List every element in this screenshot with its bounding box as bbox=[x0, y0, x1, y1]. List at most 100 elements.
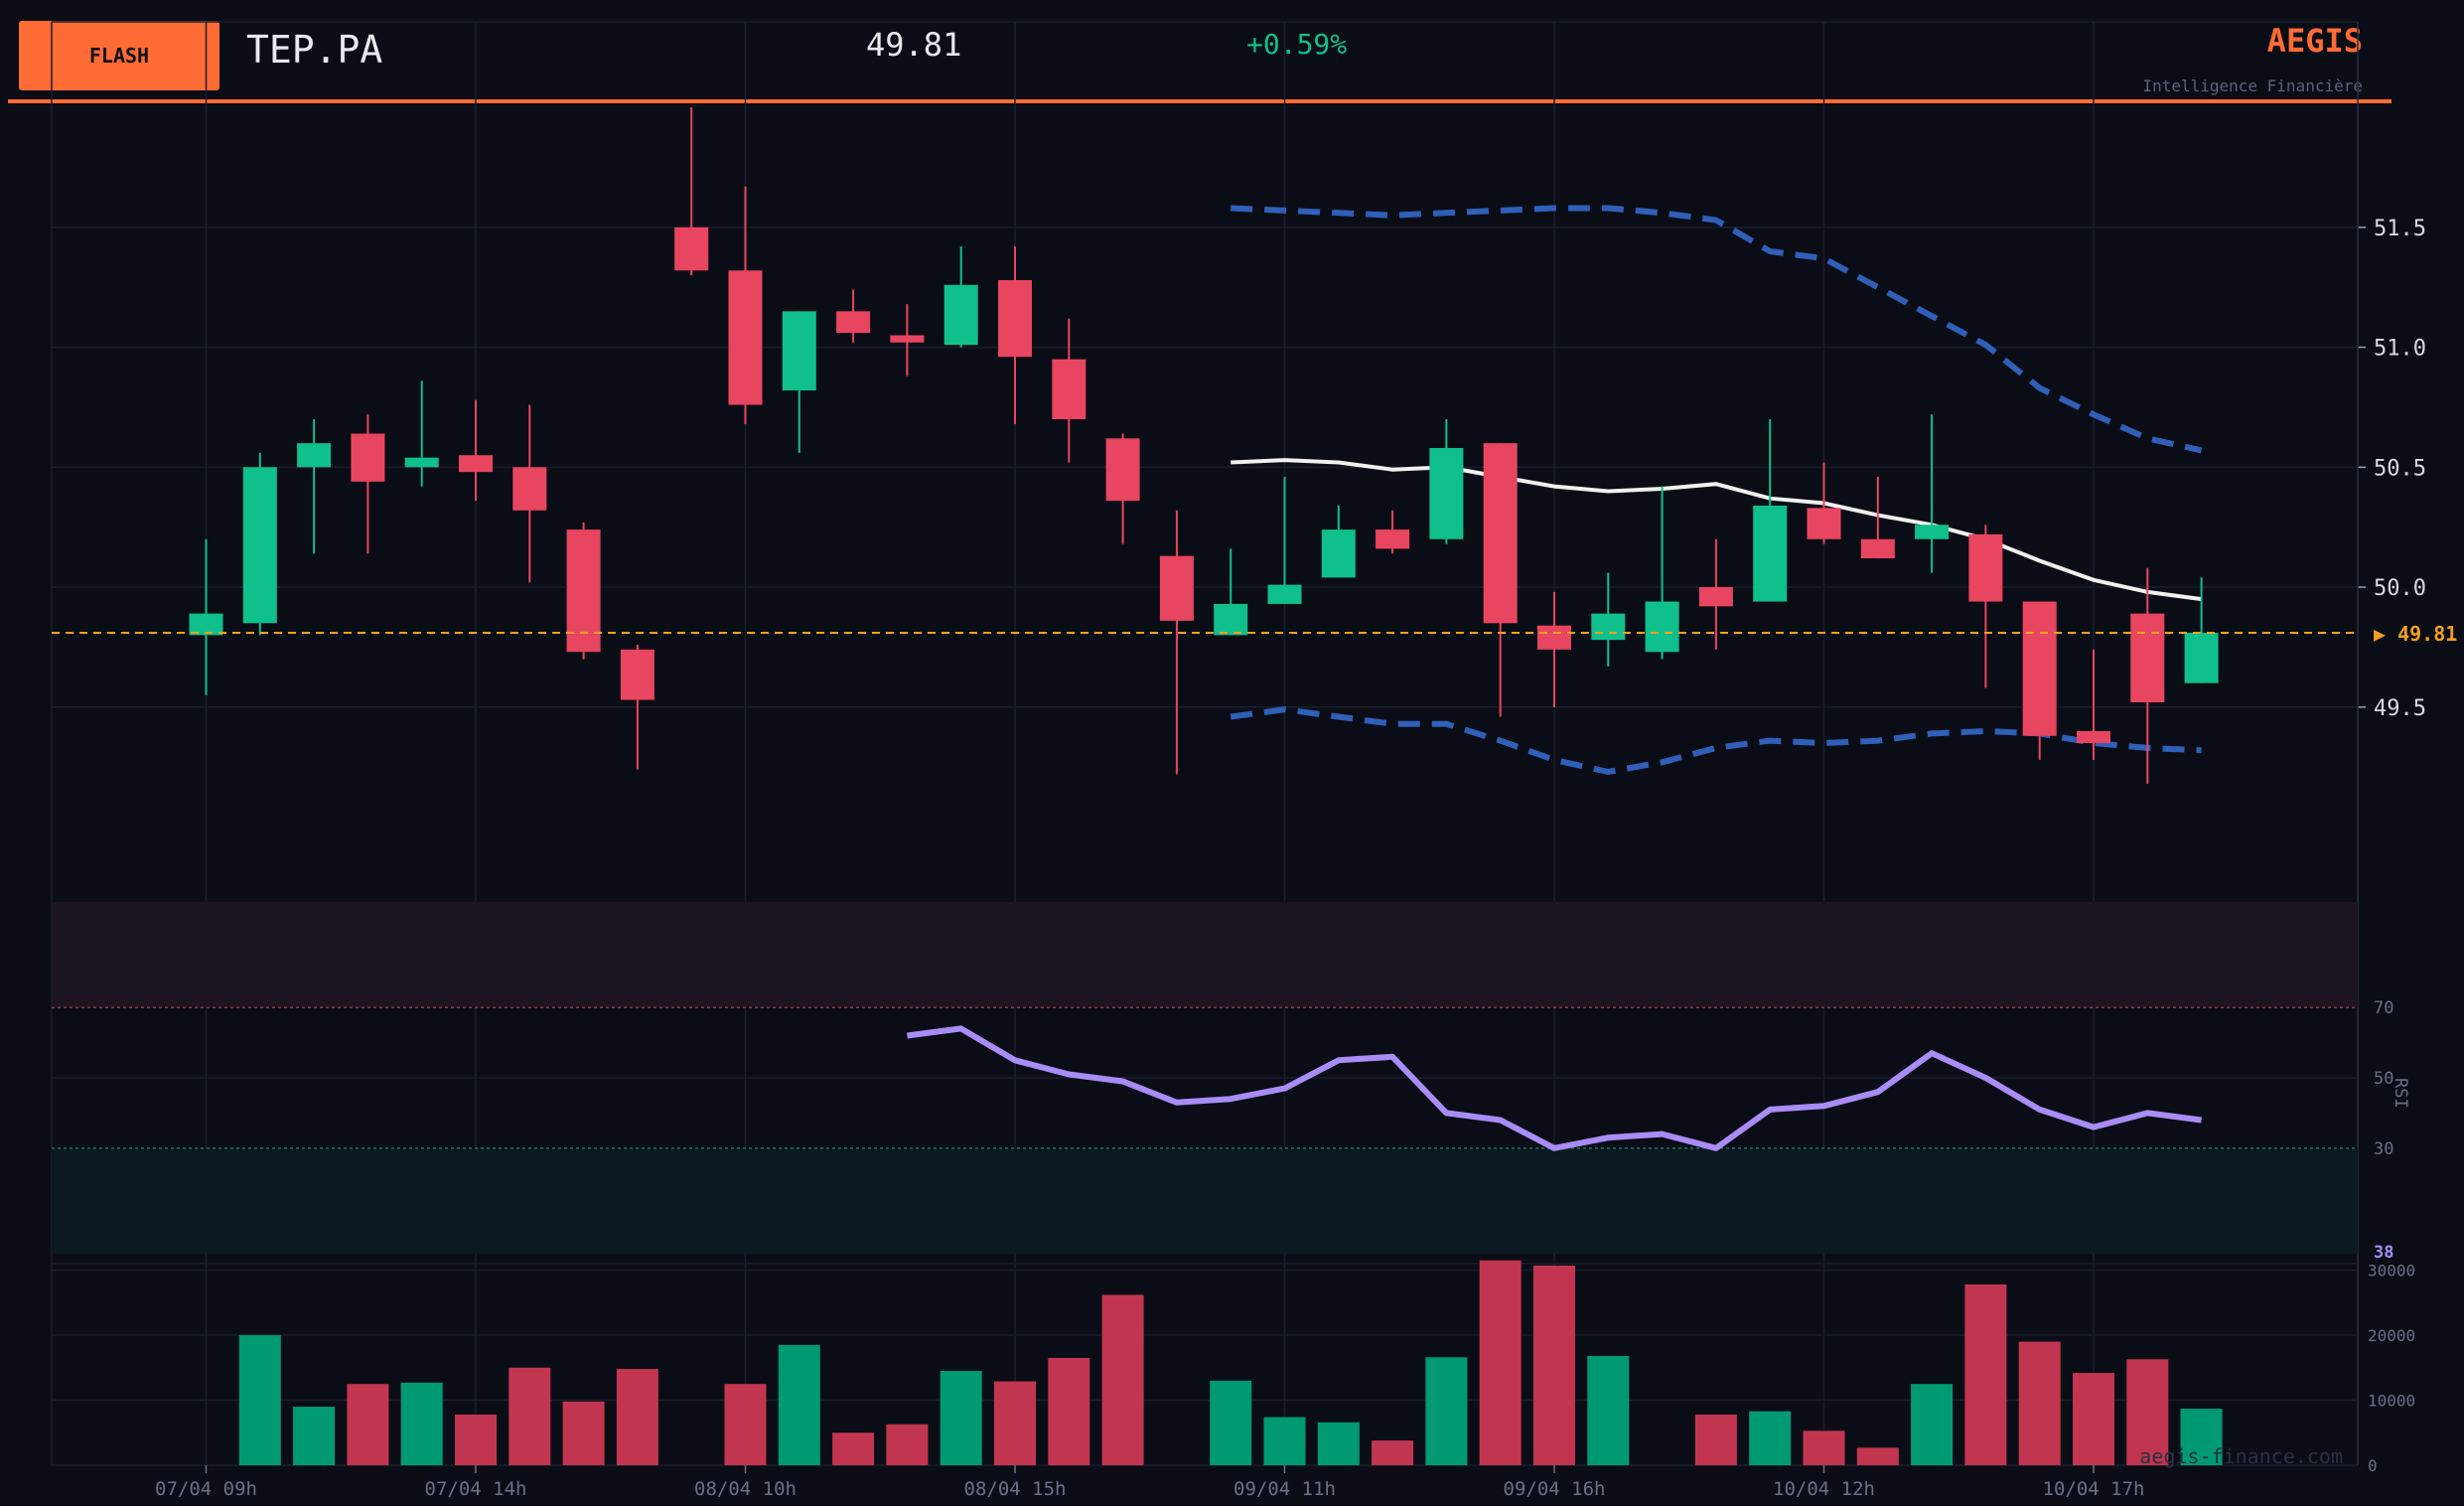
brand-logo: AEGIS bbox=[2266, 22, 2363, 60]
volume-bar-down bbox=[1479, 1260, 1522, 1465]
candle-body-down bbox=[512, 467, 547, 511]
volume-bar-down bbox=[886, 1424, 929, 1465]
candle-body-up bbox=[943, 284, 978, 346]
rsi-overbought-zone bbox=[52, 902, 2358, 1008]
candle-body-down bbox=[1159, 555, 1194, 621]
last-price-label: ▶ 49.81 bbox=[2374, 622, 2457, 646]
price-tick-label: 51.0 bbox=[2374, 337, 2426, 362]
candle-body-down bbox=[1698, 587, 1733, 607]
volume-bar-down bbox=[347, 1384, 389, 1465]
volume-bar-down bbox=[562, 1401, 605, 1465]
volume-bar-down bbox=[1803, 1431, 1845, 1465]
candle-body-down bbox=[2077, 730, 2110, 744]
rsi-last-value: 38 bbox=[2374, 1243, 2393, 1263]
volume-bar-up bbox=[1911, 1384, 1954, 1465]
rsi-tick-label: 70 bbox=[2374, 998, 2393, 1018]
candle-body-up bbox=[242, 467, 277, 624]
watermark: aegis-finance.com bbox=[2139, 1444, 2343, 1468]
candle-body-down bbox=[1968, 533, 2003, 602]
rsi-tick-label: 50 bbox=[2374, 1069, 2393, 1089]
price-tick-label: 49.5 bbox=[2374, 696, 2426, 721]
volume-bar-down bbox=[508, 1367, 551, 1465]
volume-bar-up bbox=[1263, 1417, 1306, 1465]
x-tick-label: 08/04 10h bbox=[694, 1478, 797, 1500]
rsi-line bbox=[907, 1025, 2202, 1151]
volume-bar-up bbox=[293, 1407, 336, 1465]
volume-bar-up bbox=[1587, 1355, 1630, 1465]
brand-tagline: Intelligence Financière bbox=[2142, 76, 2363, 95]
candle-body-down bbox=[2022, 601, 2057, 736]
candle-body-down bbox=[728, 270, 763, 405]
candle-body-down bbox=[1537, 625, 1571, 650]
x-tick-label: 09/04 16h bbox=[1504, 1478, 1606, 1500]
bollinger-upper-line bbox=[1231, 205, 2203, 454]
volume-tick-label: 0 bbox=[2368, 1456, 2378, 1475]
volume-tick-label: 10000 bbox=[2368, 1392, 2415, 1411]
candle-body-down bbox=[1105, 438, 1140, 502]
candle-body-up bbox=[189, 613, 223, 636]
x-tick-label: 10/04 17h bbox=[2043, 1478, 2145, 1500]
x-tick-label: 07/04 14h bbox=[425, 1478, 527, 1500]
candle-body-up bbox=[297, 443, 332, 468]
price-tick-label: 50.5 bbox=[2374, 456, 2426, 481]
candle-body-up bbox=[1591, 613, 1626, 641]
price-change: +0.59% bbox=[1246, 28, 1348, 61]
candle-body-down bbox=[674, 226, 709, 271]
candle-body-down bbox=[836, 311, 871, 334]
volume-bar-down bbox=[1048, 1357, 1090, 1465]
x-tick-label: 08/04 15h bbox=[964, 1478, 1067, 1500]
rsi-axis-label: RSI bbox=[2391, 1078, 2410, 1109]
x-tick-label: 09/04 11h bbox=[1233, 1478, 1336, 1500]
candle-body-down bbox=[459, 455, 493, 473]
volume-bar-down bbox=[1101, 1294, 1144, 1465]
volume-bar-down bbox=[1856, 1447, 1899, 1465]
candle-body-down bbox=[1376, 529, 1410, 549]
candle-body-down bbox=[2130, 613, 2165, 702]
volume-bar-up bbox=[238, 1335, 281, 1465]
volume-bar-down bbox=[2126, 1359, 2169, 1465]
volume-bar-up bbox=[1425, 1357, 1468, 1465]
price-tick-label: 50.0 bbox=[2374, 576, 2426, 601]
candle-body-down bbox=[1052, 359, 1087, 420]
volume-bar-down bbox=[1533, 1265, 1575, 1465]
volume-bar-down bbox=[832, 1432, 875, 1465]
rsi-tick-label: 30 bbox=[2374, 1139, 2393, 1159]
ticker-symbol: TEP.PA bbox=[246, 28, 383, 72]
candle-body-up bbox=[404, 457, 439, 468]
volume-bar-up bbox=[940, 1371, 982, 1465]
candle-body-down bbox=[890, 335, 925, 343]
volume-bar-down bbox=[2073, 1373, 2114, 1465]
candle-body-down bbox=[1807, 508, 1841, 539]
rsi-oversold-zone bbox=[52, 1147, 2358, 1254]
x-tick-label: 10/04 12h bbox=[1773, 1478, 1875, 1500]
volume-tick-label: 30000 bbox=[2368, 1262, 2415, 1280]
candle-body-down bbox=[1483, 443, 1518, 624]
candle-body-down bbox=[620, 649, 654, 700]
volume-bar-down bbox=[1964, 1283, 2007, 1465]
price-tick-label: 51.5 bbox=[2374, 217, 2426, 241]
candle-body-up bbox=[2184, 632, 2219, 683]
volume-bar-down bbox=[455, 1414, 497, 1465]
last-price: 49.81 bbox=[866, 26, 962, 64]
candle-body-up bbox=[1267, 584, 1302, 604]
volume-tick-label: 20000 bbox=[2368, 1326, 2415, 1345]
candle-body-down bbox=[998, 279, 1032, 358]
candle-body-up bbox=[1645, 601, 1679, 653]
sma-line bbox=[1231, 458, 2202, 602]
volume-bar-down bbox=[1694, 1414, 1737, 1465]
volume-bar-up bbox=[1749, 1411, 1792, 1465]
candle-body-up bbox=[782, 311, 816, 391]
volume-bar-up bbox=[778, 1344, 820, 1465]
candle-body-down bbox=[1860, 538, 1895, 559]
candle-body-up bbox=[1214, 603, 1248, 636]
candle-body-down bbox=[566, 529, 601, 653]
volume-bar-up bbox=[2180, 1409, 2223, 1465]
volume-bar-down bbox=[994, 1381, 1036, 1465]
volume-bar-down bbox=[2018, 1341, 2061, 1465]
volume-bar-up bbox=[1317, 1422, 1360, 1465]
volume-bar-up bbox=[400, 1382, 443, 1465]
candle-body-down bbox=[351, 433, 385, 482]
candle-body-up bbox=[1429, 447, 1464, 539]
candle-body-up bbox=[1321, 529, 1356, 578]
